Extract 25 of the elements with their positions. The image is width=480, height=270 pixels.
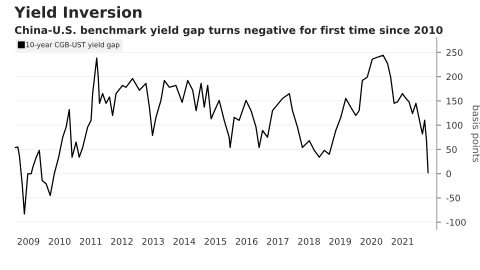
- y-tick-label: 200: [446, 73, 462, 80]
- y-tick-label: 100: [446, 122, 462, 129]
- y-tick-label: 150: [446, 98, 462, 104]
- x-tick-label: 2018: [298, 238, 320, 245]
- y-tick-label: 50: [446, 146, 457, 153]
- x-tick-label: 2012: [111, 238, 133, 245]
- x-tick-label: 2020: [360, 238, 382, 245]
- x-tick-label: 2011: [80, 238, 102, 245]
- chart-subtitle: China-U.S. benchmark yield gap turns negative for first time since 2010: [14, 26, 443, 36]
- x-tick-label: 2009: [18, 238, 40, 245]
- chart-title: Yield Inversion: [14, 6, 142, 18]
- x-tick-label: 2014: [173, 238, 196, 245]
- x-tick-label: 2013: [142, 238, 164, 245]
- y-tick-label: 0: [446, 170, 451, 178]
- y-tick-label: 250: [446, 49, 462, 56]
- x-tick-label: 2015: [204, 238, 226, 245]
- line-series: [14, 54, 429, 215]
- y-tick-label: -50: [446, 194, 460, 202]
- y-tick-label: -100: [446, 218, 466, 226]
- x-tick-label: 2019: [329, 238, 352, 245]
- x-tick-label: 2021: [392, 238, 414, 245]
- y-axis-title: basis points: [470, 106, 480, 162]
- x-tick-label: 2017: [266, 238, 289, 245]
- x-tick-label: 2010: [48, 238, 70, 245]
- x-tick-label: 2016: [236, 238, 258, 245]
